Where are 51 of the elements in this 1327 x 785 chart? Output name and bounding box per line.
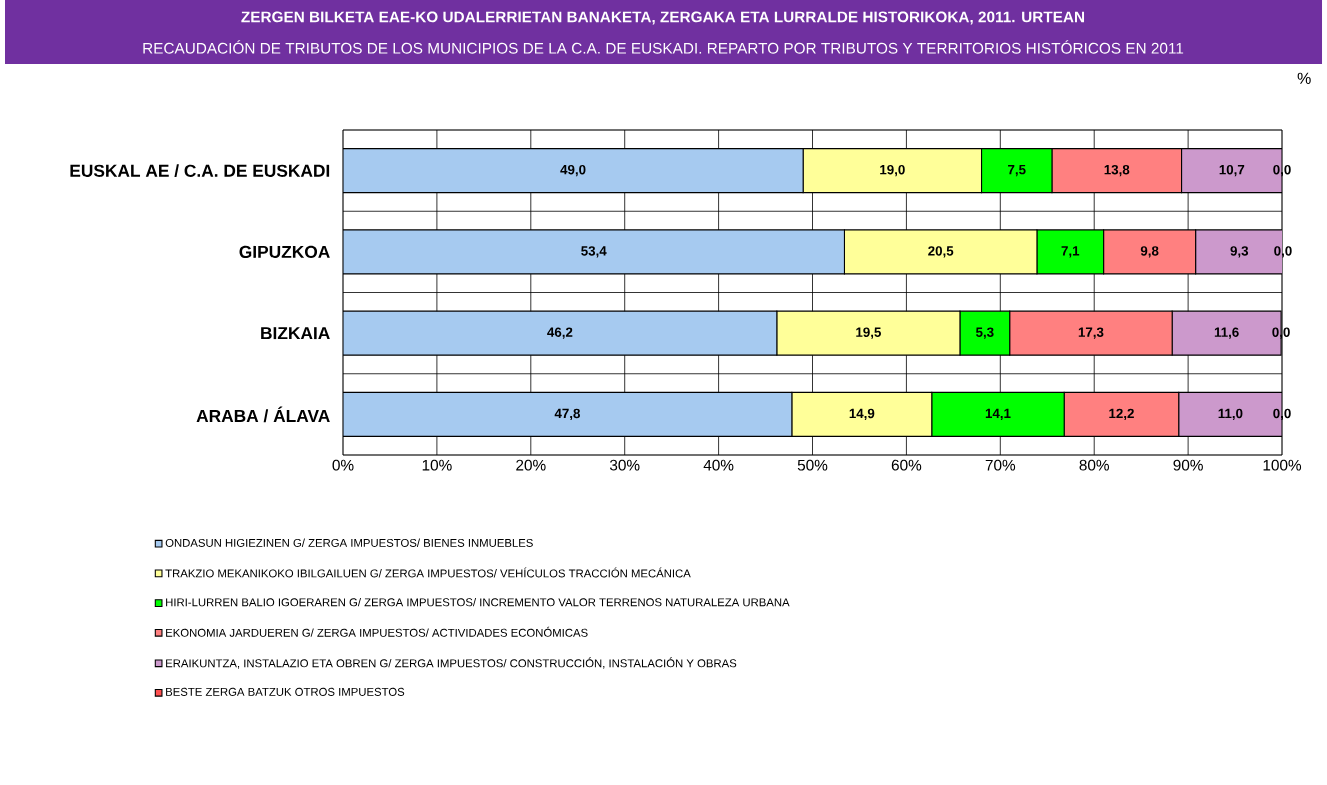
x-tick-label: 80% — [1079, 459, 1110, 471]
data-label: 0,0 — [1273, 408, 1291, 421]
data-label: 7,1 — [1061, 246, 1080, 258]
data-label: 20,5 — [928, 246, 954, 258]
data-label: 53,4 — [581, 246, 607, 258]
bar — [343, 391, 793, 437]
data-label: 47,8 — [554, 408, 580, 421]
y-tick-label: GIPUZKOA — [239, 245, 330, 259]
x-tick-label: 100% — [1263, 459, 1302, 471]
bar — [343, 229, 845, 275]
data-label: 10,7 — [1219, 164, 1245, 177]
data-label: 14,9 — [849, 408, 875, 421]
y-tick-label: EUSKAL AE / C.A. DE EUSKADI — [70, 164, 330, 178]
x-tick-label: 30% — [609, 459, 640, 471]
x-tick-label: 0% — [332, 459, 354, 471]
bar — [343, 148, 804, 194]
x-tick-label: 90% — [1173, 459, 1203, 471]
data-label: 11,6 — [1214, 327, 1239, 339]
data-label: 19,5 — [856, 327, 881, 339]
chart-title: ZERGEN BILKETA EAE-KO UDALERRIETAN BANAKETA, ZERGAKA ETA LURRALDE HISTORIKOKA, 2011. URTEAN — [241, 11, 1085, 25]
data-label: 9,8 — [1140, 246, 1159, 258]
data-label: 14,1 — [985, 408, 1011, 421]
legend-label: ONDASUN HIGIEZINEN G/ ZERGA IMPUESTOS/ BIENES INMUEBLES — [165, 538, 533, 547]
data-label: 12,2 — [1109, 408, 1134, 421]
y-tick-label: BIZKAIA — [261, 327, 330, 340]
data-label: 5,3 — [975, 327, 994, 339]
data-label: 0,0 — [1274, 246, 1292, 258]
y-tick-label: ARABA / ÁLAVA — [196, 406, 330, 423]
x-tick-label: 40% — [703, 459, 734, 471]
data-label: 49,0 — [560, 164, 586, 177]
legend-label: EKONOMIA JARDUEREN G/ ZERGA IMPUESTOS/ ACTIVIDADES ECONÓMICAS — [166, 626, 588, 637]
legend-label: ERAIKUNTZA, INSTALAZIO ETA OBREN G/ ZERGA IMPUESTOS/ CONSTRUCCIÓN, INSTALACIÓN Y OBRAS — [166, 657, 737, 669]
data-label: 19,0 — [880, 164, 905, 177]
data-label: 11,0 — [1218, 408, 1243, 421]
x-tick-label: 10% — [422, 459, 452, 471]
x-tick-label: 20% — [516, 459, 546, 471]
x-tick-label: 70% — [985, 459, 1016, 471]
data-label: 7,5 — [1008, 165, 1026, 177]
text: % — [1297, 72, 1311, 84]
data-label: 9,3 — [1230, 246, 1249, 258]
data-label: 0,0 — [1273, 164, 1291, 177]
data-label: 13,8 — [1104, 164, 1130, 177]
legend-label: HIRI-LURREN BALIO IGOERAREN G/ ZERGA IMPUESTOS/ INCREMENTO VALOR TERRENOS NATURALEZA URBANA — [166, 597, 790, 607]
bar — [343, 310, 778, 356]
legend-label: TRAKZIO MEKANIKOKO IBILGAILUEN G/ ZERGA IMPUESTOS/ VEHÍCULOS TRACCIÓN MECÁNICA — [165, 567, 691, 578]
x-tick-label: 60% — [891, 459, 922, 471]
data-label: 17,3 — [1078, 327, 1104, 339]
data-label: 46,2 — [547, 327, 573, 339]
chart-subtitle: RECAUDACIÓN DE TRIBUTOS DE LOS MUNICIPIOS DE LA C.A. DE EUSKADI. REPARTO POR TRIBUTOS Y TERRITORIOS HISTÓRICOS EN 2011 — [143, 40, 1184, 54]
x-tick-label: 50% — [797, 459, 828, 471]
legend-label: BESTE ZERGA BATZUK OTROS IMPUESTOS — [166, 687, 405, 696]
